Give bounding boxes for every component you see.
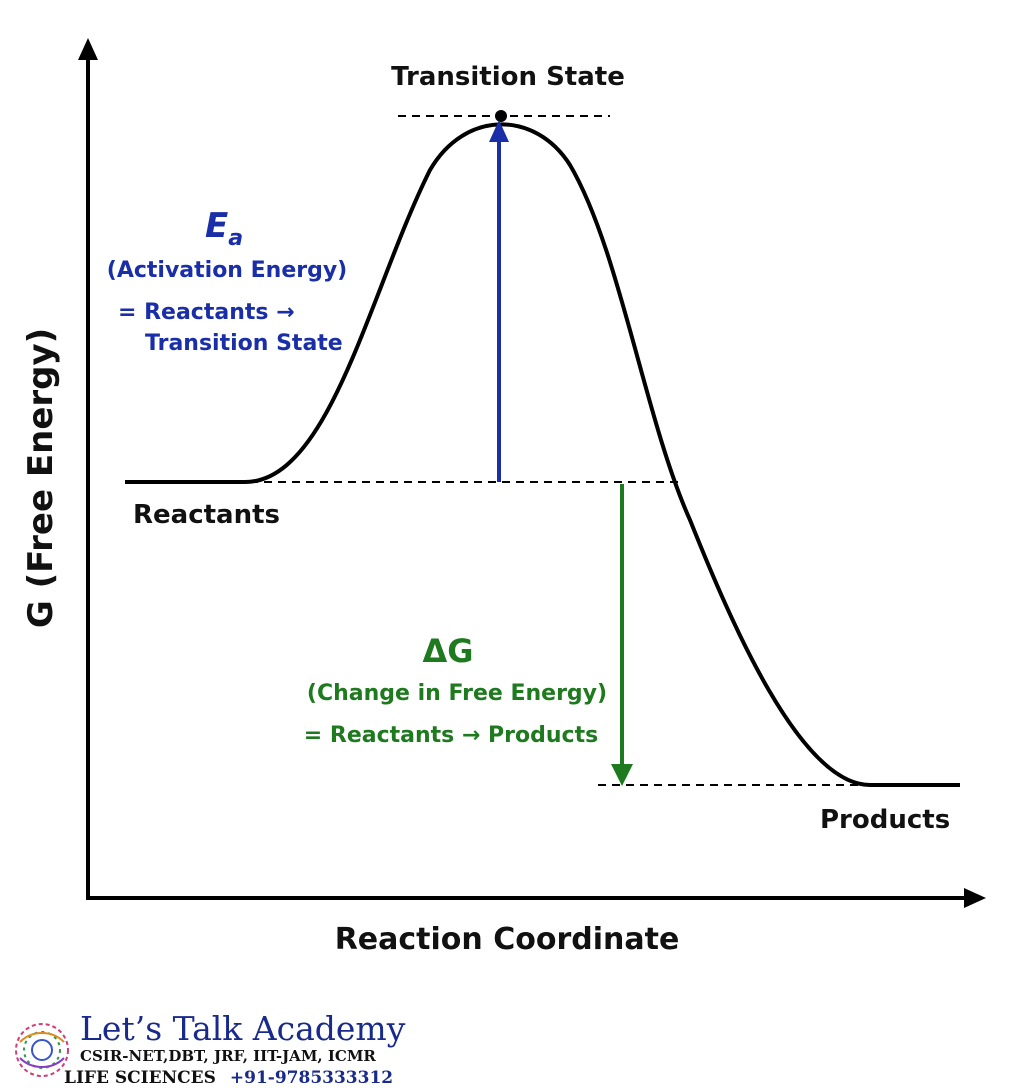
x-axis-arrowhead: [964, 888, 986, 908]
x-axis-label: Reaction Coordinate: [335, 922, 680, 957]
transition-state-point: [495, 110, 507, 122]
delta-g-symbol: ΔG: [422, 632, 473, 670]
activation-energy-arrowhead: [489, 120, 509, 142]
delta-g-arrowhead: [611, 764, 633, 786]
delta-g-equation: = Reactants → Products: [304, 723, 598, 748]
products-label: Products: [820, 805, 950, 835]
activation-energy-symbol: Ea: [205, 206, 243, 251]
reactants-label: Reactants: [133, 500, 280, 530]
activation-energy-name: (Activation Energy): [107, 258, 347, 283]
brand-emblem: [15, 1023, 69, 1077]
brand-phone: +91-9785333312: [230, 1068, 393, 1088]
transition-state-label: Transition State: [391, 62, 625, 92]
activation-energy-equation-line2: Transition State: [145, 331, 343, 356]
brand-subject: LIFE SCIENCES: [64, 1068, 216, 1088]
brand-exams: CSIR-NET,DBT, JRF, IIT-JAM, ICMR: [80, 1047, 376, 1065]
y-axis-arrowhead: [78, 38, 98, 60]
axes: [78, 38, 986, 908]
brand-logo: Let’s Talk Academy CSIR-NET,DBT, JRF, II…: [15, 1009, 406, 1088]
delta-g-name: (Change in Free Energy): [307, 681, 607, 706]
activation-energy-subscript: a: [228, 226, 243, 251]
y-axis-label: G (Free Energy): [21, 328, 61, 628]
activation-energy-equation-line1: = Reactants →: [118, 300, 295, 325]
brand-subject-line: LIFE SCIENCES +91-9785333312: [64, 1068, 393, 1088]
brand-name: Let’s Talk Academy: [80, 1009, 406, 1048]
energy-curve: [125, 122, 960, 787]
